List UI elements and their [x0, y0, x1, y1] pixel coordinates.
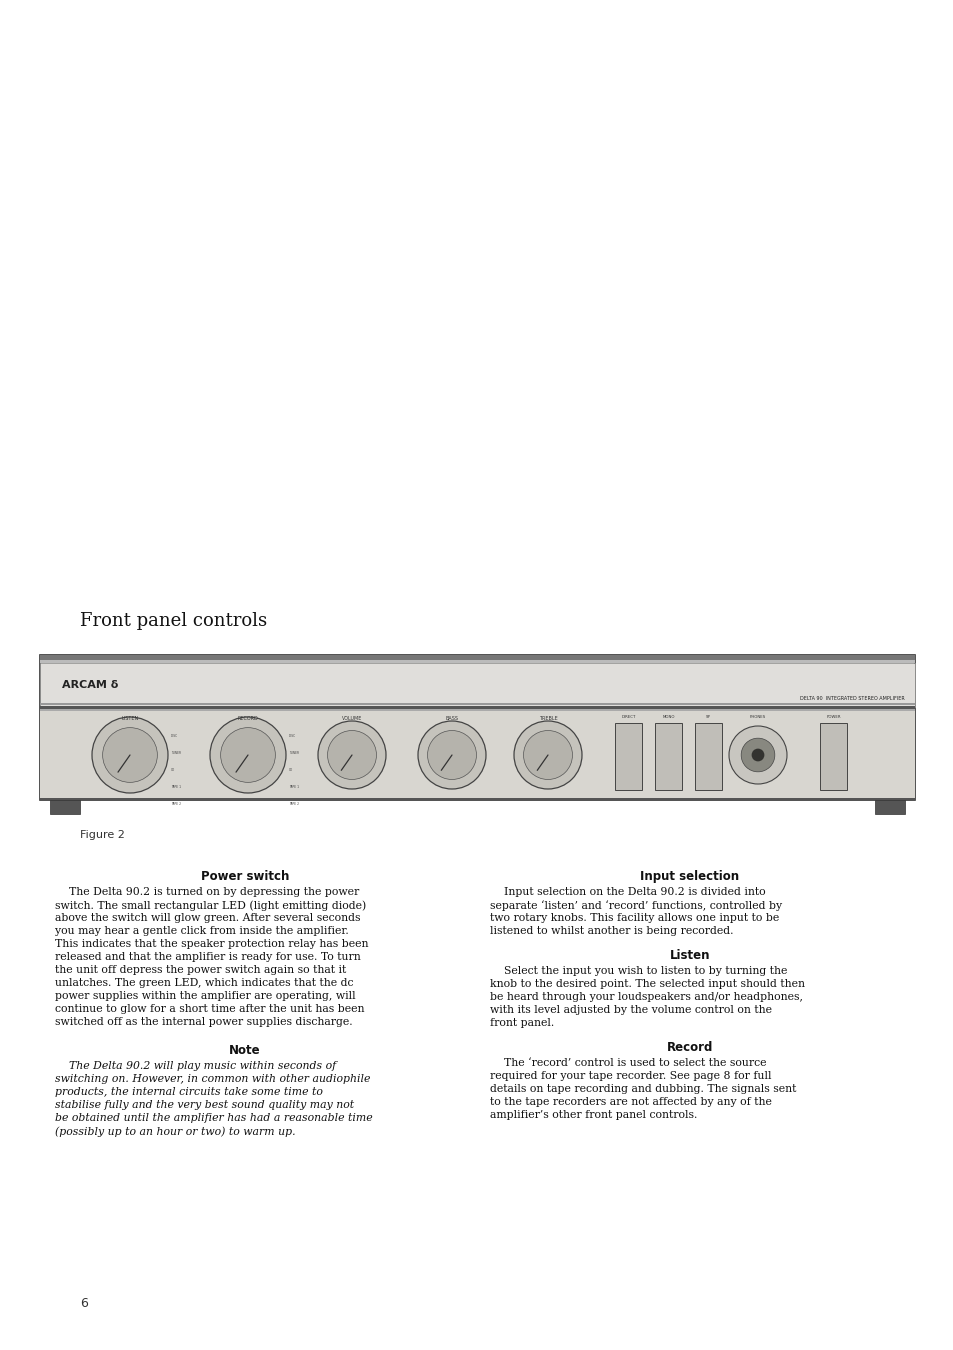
Text: TAPE 2: TAPE 2	[289, 802, 298, 806]
Text: above the switch will glow green. After several seconds: above the switch will glow green. After …	[55, 913, 360, 923]
Text: continue to glow for a short time after the unit has been: continue to glow for a short time after …	[55, 1004, 364, 1014]
Text: Figure 2: Figure 2	[80, 830, 125, 840]
Bar	[820, 724, 846, 790]
Text: ARCAM δ: ARCAM δ	[62, 680, 118, 690]
Text: CD: CD	[171, 768, 175, 772]
Text: TAPE 2: TAPE 2	[171, 802, 181, 806]
Text: switching on. However, in common with other audiophile: switching on. However, in common with ot…	[55, 1075, 370, 1084]
Text: amplifier’s other front panel controls.: amplifier’s other front panel controls.	[490, 1110, 697, 1120]
Text: Input selection on the Delta 90.2 is divided into: Input selection on the Delta 90.2 is div…	[490, 887, 765, 896]
Circle shape	[210, 717, 286, 792]
Text: required for your tape recorder. See page 8 for full: required for your tape recorder. See pag…	[490, 1071, 771, 1081]
Circle shape	[751, 749, 763, 761]
Bar	[40, 655, 914, 660]
Bar	[40, 663, 914, 707]
Text: switch. The small rectangular LED (light emitting diode): switch. The small rectangular LED (light…	[55, 900, 366, 910]
Text: Front panel controls: Front panel controls	[80, 612, 267, 630]
Text: This indicates that the speaker protection relay has been: This indicates that the speaker protecti…	[55, 940, 368, 949]
Bar	[40, 703, 914, 705]
Text: LISTEN: LISTEN	[121, 716, 138, 721]
Text: TREBLE: TREBLE	[538, 716, 557, 721]
Text: two rotary knobs. This facility allows one input to be: two rotary knobs. This facility allows o…	[490, 913, 779, 923]
Bar	[40, 655, 914, 801]
Text: power supplies within the amplifier are operating, will: power supplies within the amplifier are …	[55, 991, 355, 1000]
Text: BASS: BASS	[445, 716, 458, 721]
Text: released and that the amplifier is ready for use. To turn: released and that the amplifier is ready…	[55, 952, 360, 963]
Text: SP: SP	[705, 716, 710, 720]
Circle shape	[427, 730, 476, 779]
Text: TUNER: TUNER	[171, 751, 181, 755]
Text: Power switch: Power switch	[200, 869, 289, 883]
Text: Note: Note	[229, 1044, 260, 1057]
Bar	[655, 724, 681, 790]
Text: (possibly up to an hour or two) to warm up.: (possibly up to an hour or two) to warm …	[55, 1126, 295, 1137]
Text: unlatches. The green LED, which indicates that the dc: unlatches. The green LED, which indicate…	[55, 977, 354, 988]
Text: listened to whilst another is being recorded.: listened to whilst another is being reco…	[490, 926, 733, 936]
Text: Record: Record	[666, 1041, 713, 1054]
Text: DISC: DISC	[289, 734, 295, 738]
Text: the unit off depress the power switch again so that it: the unit off depress the power switch ag…	[55, 965, 346, 975]
Text: The Delta 90.2 will play music within seconds of: The Delta 90.2 will play music within se…	[55, 1061, 335, 1071]
Bar	[40, 711, 914, 801]
Circle shape	[728, 726, 786, 784]
Text: CD: CD	[289, 768, 293, 772]
Text: 6: 6	[80, 1297, 88, 1310]
Bar	[50, 801, 80, 814]
Text: Listen: Listen	[669, 949, 709, 963]
Text: to the tape recorders are not affected by any of the: to the tape recorders are not affected b…	[490, 1098, 771, 1107]
Text: VOLUME: VOLUME	[341, 716, 362, 721]
Text: Select the input you wish to listen to by turning the: Select the input you wish to listen to b…	[490, 967, 786, 976]
Text: details on tape recording and dubbing. The signals sent: details on tape recording and dubbing. T…	[490, 1084, 796, 1094]
Circle shape	[220, 728, 275, 783]
Bar	[40, 709, 914, 711]
Bar	[40, 798, 914, 801]
Text: RECORD: RECORD	[237, 716, 258, 721]
Text: TUNER: TUNER	[289, 751, 298, 755]
Bar	[615, 724, 641, 790]
Circle shape	[740, 738, 774, 772]
Text: be heard through your loudspeakers and/or headphones,: be heard through your loudspeakers and/o…	[490, 992, 802, 1002]
Text: switched off as the internal power supplies discharge.: switched off as the internal power suppl…	[55, 1017, 353, 1027]
Bar	[40, 706, 914, 709]
Text: products, the internal circuits take some time to: products, the internal circuits take som…	[55, 1087, 322, 1098]
Text: TAPE 1: TAPE 1	[171, 786, 181, 790]
Circle shape	[417, 721, 485, 788]
Text: be obtained until the amplifier has had a reasonable time: be obtained until the amplifier has had …	[55, 1112, 373, 1123]
Text: you may hear a gentle click from inside the amplifier.: you may hear a gentle click from inside …	[55, 926, 349, 936]
Bar	[40, 660, 914, 663]
Text: separate ‘listen’ and ‘record’ functions, controlled by: separate ‘listen’ and ‘record’ functions…	[490, 900, 781, 911]
Text: POWER: POWER	[825, 716, 840, 720]
Text: DISC: DISC	[171, 734, 178, 738]
Text: knob to the desired point. The selected input should then: knob to the desired point. The selected …	[490, 979, 804, 990]
Circle shape	[523, 730, 572, 779]
Text: DIRECT: DIRECT	[620, 716, 635, 720]
Text: TAPE 1: TAPE 1	[289, 786, 298, 790]
Text: Input selection: Input selection	[639, 869, 739, 883]
Text: The ‘record’ control is used to select the source: The ‘record’ control is used to select t…	[490, 1058, 765, 1068]
Bar	[874, 801, 904, 814]
Text: with its level adjusted by the volume control on the: with its level adjusted by the volume co…	[490, 1004, 771, 1015]
Text: front panel.: front panel.	[490, 1018, 554, 1027]
Text: The Delta 90.2 is turned on by depressing the power: The Delta 90.2 is turned on by depressin…	[55, 887, 359, 896]
Text: stabilise fully and the very best sound quality may not: stabilise fully and the very best sound …	[55, 1100, 354, 1110]
Bar	[695, 724, 721, 790]
Circle shape	[103, 728, 157, 783]
Text: MONO: MONO	[661, 716, 674, 720]
Circle shape	[327, 730, 376, 779]
Text: PHONES: PHONES	[749, 716, 765, 720]
Circle shape	[514, 721, 581, 788]
Circle shape	[317, 721, 386, 788]
Text: DELTA 90  INTEGRATED STEREO AMPLIFIER: DELTA 90 INTEGRATED STEREO AMPLIFIER	[800, 697, 904, 702]
Circle shape	[91, 717, 168, 792]
